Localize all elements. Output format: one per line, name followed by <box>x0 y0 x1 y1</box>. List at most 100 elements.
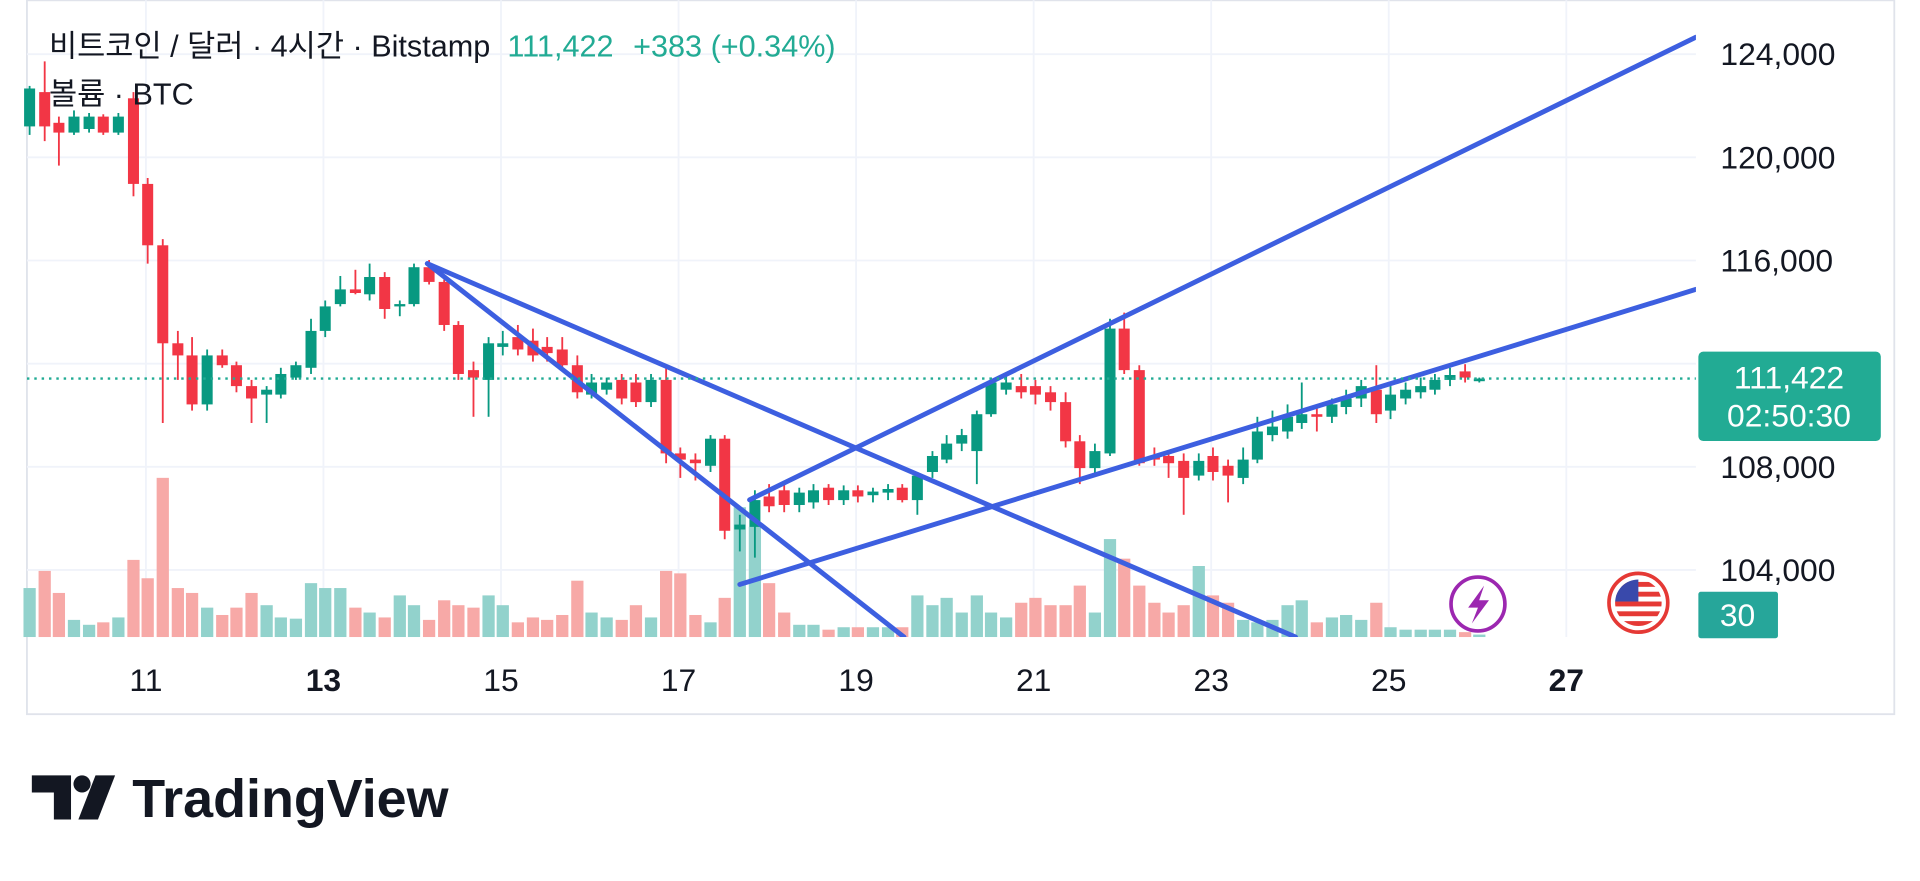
candle-body <box>1282 416 1294 432</box>
candle-body <box>127 98 139 184</box>
candle-body <box>261 389 273 395</box>
candle-body <box>867 491 879 496</box>
candle-body <box>1311 414 1323 417</box>
trend-line <box>424 261 1298 638</box>
us-flag-icon[interactable] <box>1607 571 1670 634</box>
x-tick-label: 21 <box>1016 662 1051 698</box>
candle-body <box>1444 375 1456 380</box>
volume-bar <box>1000 617 1013 638</box>
volume-bar <box>1029 597 1042 638</box>
price-badge <box>1698 351 1881 442</box>
volume-bar <box>733 507 746 638</box>
last-price: 111,422 <box>507 30 613 64</box>
y-tick-label: 124,000 <box>1720 36 1835 72</box>
volume-bar <box>1148 602 1161 638</box>
candle-body <box>379 277 391 309</box>
candle-body <box>1473 378 1485 382</box>
lightning-icon[interactable] <box>1449 575 1507 633</box>
candle-body <box>630 382 642 403</box>
volume-bar <box>378 617 391 638</box>
candle-body <box>157 245 169 344</box>
volume-bar <box>674 573 687 638</box>
volume-bar <box>644 617 658 638</box>
volume-badge-value: 30 <box>1720 597 1755 633</box>
volume-bar <box>349 607 362 638</box>
candle-body <box>882 489 894 493</box>
candle-body <box>674 453 686 460</box>
candle-body <box>467 370 479 378</box>
candle-body <box>246 386 258 399</box>
x-tick-label: 23 <box>1194 662 1229 698</box>
volume-bar <box>1281 605 1294 638</box>
volume-bar <box>1015 602 1028 638</box>
candle-body <box>1089 451 1101 469</box>
candle-body <box>1296 414 1308 423</box>
volume-bar <box>1103 539 1117 638</box>
volume-bar <box>1443 629 1457 638</box>
symbol-title: 비트코인 / 달러 · 4시간 · Bitstamp <box>49 30 490 64</box>
x-tick-label: 27 <box>1549 662 1584 698</box>
volume-bar <box>851 627 864 638</box>
volume-bar <box>689 614 702 638</box>
volume-bar <box>837 627 850 638</box>
candle-body <box>793 492 805 505</box>
volume-bar <box>881 627 895 638</box>
volume-bar <box>304 583 318 638</box>
candle-body <box>956 435 968 444</box>
candle-body <box>778 490 790 505</box>
volume-bar <box>156 477 169 638</box>
candle-body <box>749 500 761 527</box>
volume-bar <box>600 617 613 638</box>
volume-bar <box>467 607 480 638</box>
volume-bar <box>1133 585 1146 638</box>
trend-line <box>737 286 1696 587</box>
volume-bar <box>1473 634 1486 638</box>
candle-body <box>83 116 95 129</box>
candle-body <box>541 346 553 354</box>
candle-body <box>1104 328 1116 454</box>
logo-text: TradingView <box>132 769 448 829</box>
candle-body <box>971 414 983 452</box>
volume-badge <box>1698 591 1778 639</box>
volume-bar <box>1340 614 1353 638</box>
candle-body <box>807 490 819 503</box>
volume-layer <box>23 477 1486 638</box>
candle-body <box>1266 426 1278 436</box>
volume-bar <box>585 612 598 638</box>
logo[interactable]: TradingView <box>31 769 449 829</box>
candle-body <box>1074 441 1086 469</box>
volume-bar <box>201 607 214 638</box>
volume-bar <box>274 617 287 638</box>
volume-bar <box>482 595 495 638</box>
volume-bar <box>1044 605 1057 638</box>
candle-body <box>1415 386 1427 393</box>
candle-body <box>497 343 509 347</box>
volume-bar <box>1237 619 1250 638</box>
candle-body <box>394 304 406 307</box>
candle-body <box>68 116 80 133</box>
candle-body <box>39 92 51 127</box>
volume-bar <box>704 622 717 638</box>
candle-body <box>1015 386 1027 393</box>
volume-bar <box>1059 605 1072 638</box>
x-tick-label: 19 <box>838 662 873 698</box>
x-tick-label: 15 <box>483 662 518 698</box>
volume-bar <box>127 559 140 638</box>
volume-bar <box>1177 605 1190 638</box>
volume-bar <box>496 605 509 638</box>
x-tick-label: 11 <box>129 662 162 698</box>
volume-bar <box>1162 612 1175 638</box>
volume-bar <box>822 629 835 638</box>
candle-body <box>556 349 568 366</box>
volume-bar <box>141 578 154 638</box>
volume-bar <box>526 617 540 638</box>
volume-bar <box>762 583 776 638</box>
volume-bar <box>319 588 332 638</box>
volume-bar <box>955 612 968 638</box>
x-tick-label: 13 <box>306 662 341 698</box>
candle-body <box>112 116 124 133</box>
volume-bar <box>1355 619 1368 638</box>
